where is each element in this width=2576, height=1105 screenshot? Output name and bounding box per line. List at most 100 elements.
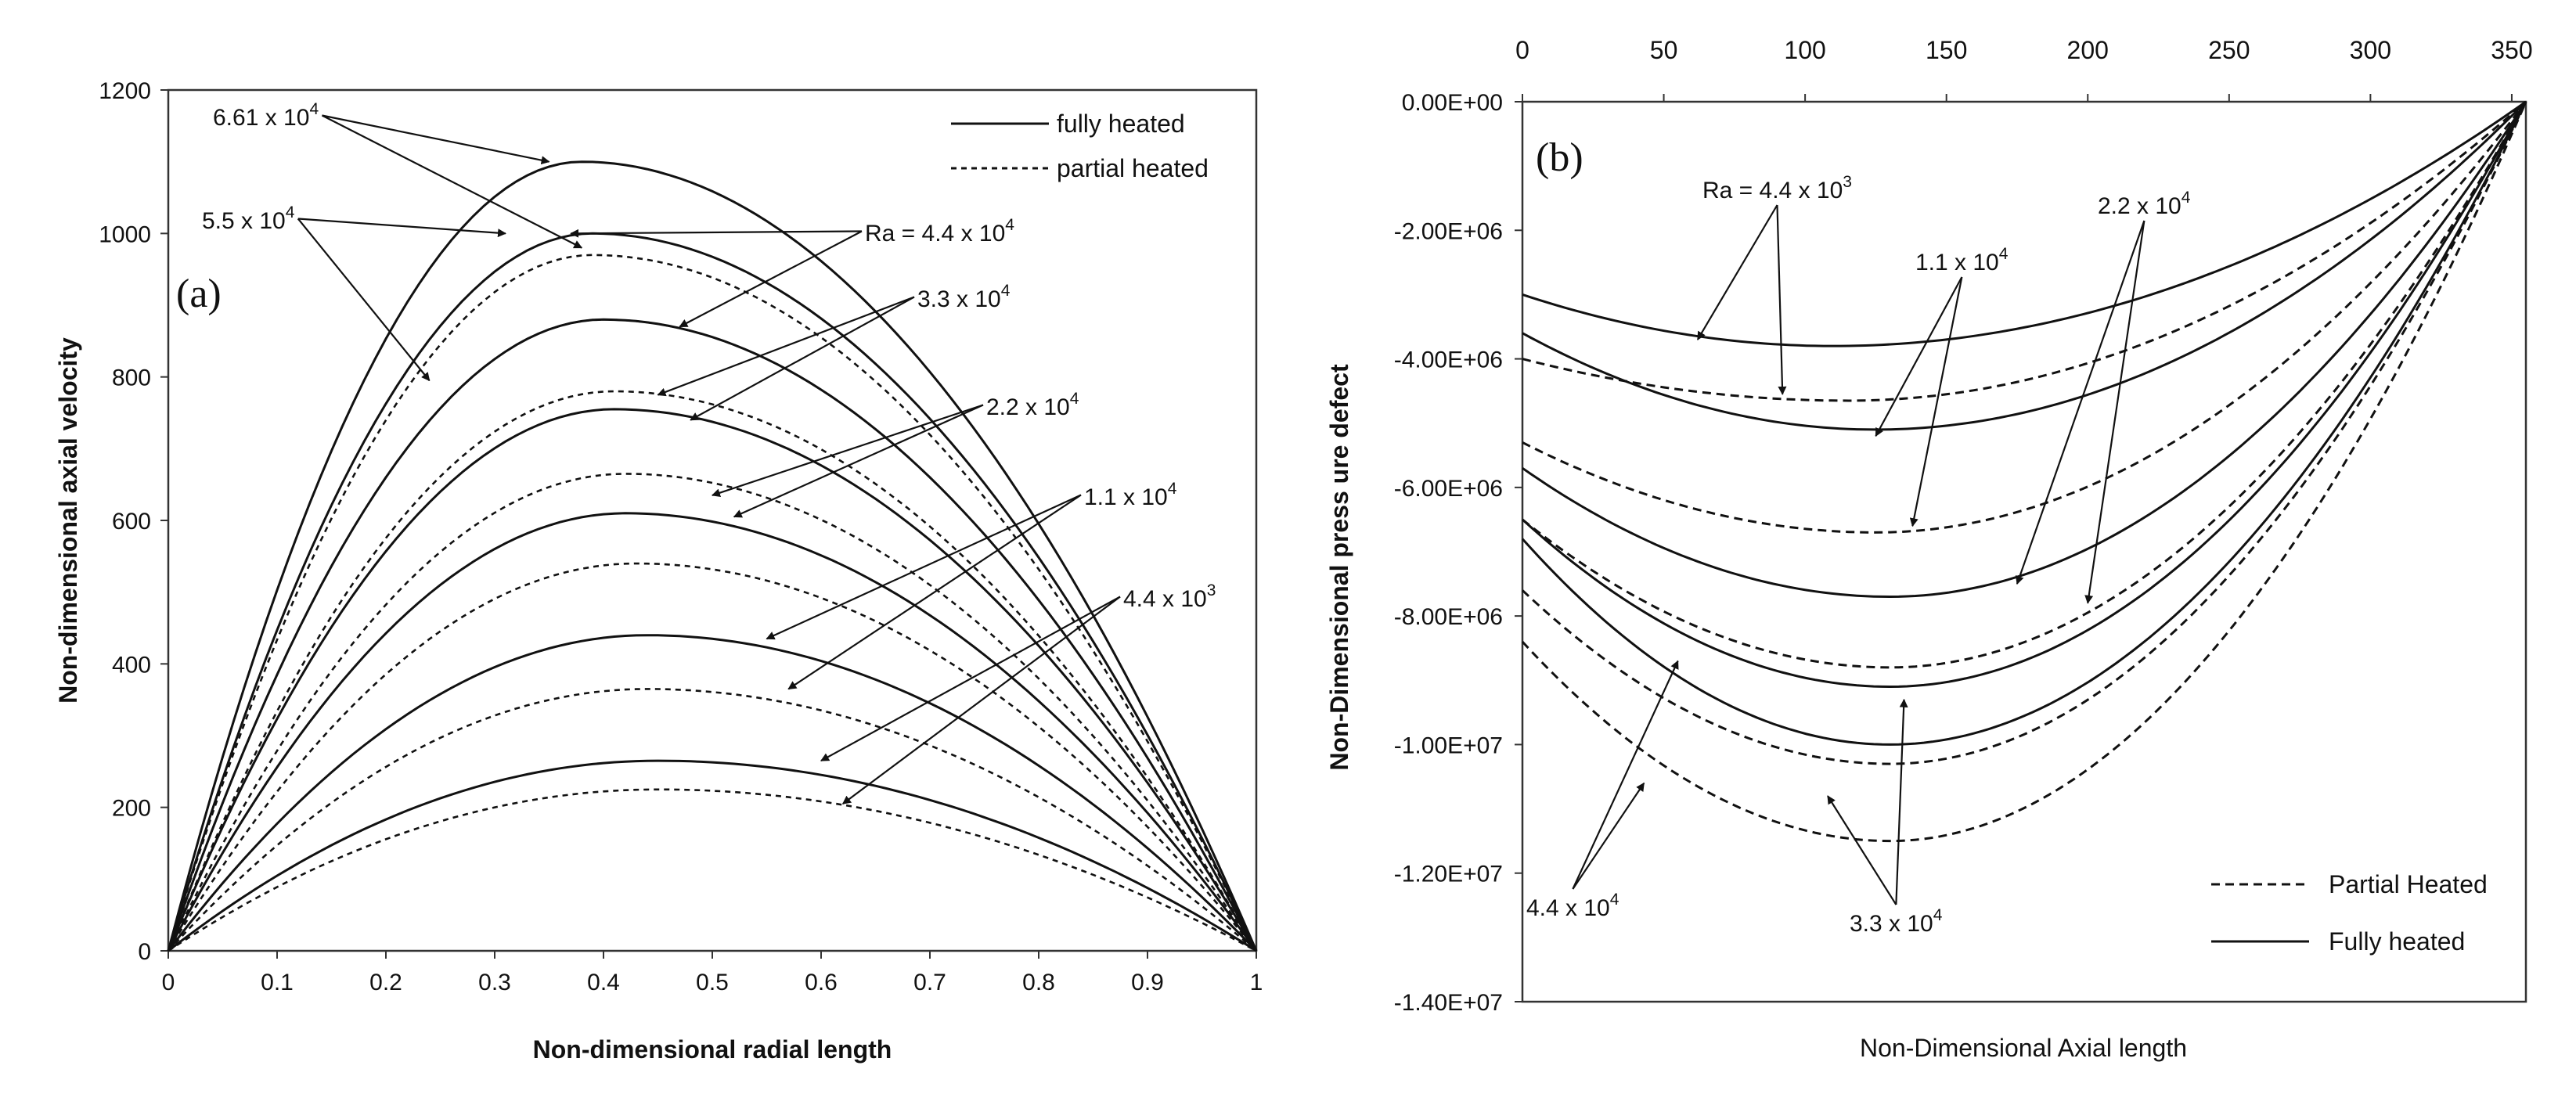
panel-a-y-tick-label: 400: [112, 652, 151, 678]
panel-b-y-tick-label: -1.40E+07: [1394, 990, 1503, 1016]
panel-a-y-tick-label: 1000: [99, 221, 151, 247]
panel-b-chart: 0 50 100 150 200 250 300 350 0.00E+00 -2…: [1325, 36, 2533, 1062]
panel-a-annotation-arrow: [690, 296, 915, 421]
panel-b-x-tick-label: 100: [1784, 36, 1825, 64]
panel-b-series-line: [1522, 100, 2527, 402]
panel-b-y-tick-label: -6.00E+06: [1394, 476, 1503, 502]
panel-b-x-tick-label: 300: [2350, 36, 2391, 64]
panel-b-annotation-arrow: [1572, 660, 1679, 890]
panel-a-annotation-label: 1.1 x 104: [1084, 480, 1177, 510]
panel-b-series-line: [1522, 101, 2527, 599]
panel-a-annotation-arrow: [322, 114, 550, 165]
panel-b-x-tick-label: 50: [1650, 36, 1678, 64]
panel-b-annotation-arrow: [1875, 276, 1963, 437]
panel-a-x-tick-label: 0.6: [805, 970, 838, 995]
panel-a-legend-label: partial heated: [1057, 154, 1209, 182]
panel-a-series-line: [167, 408, 1258, 952]
panel-b-legend-label: Fully heated: [2329, 927, 2465, 956]
panel-b-x-tick-label: 350: [2491, 36, 2532, 64]
panel-b-y-tick-label: -2.00E+06: [1394, 218, 1503, 244]
panel-b-annotation-label: 4.4 x 104: [1526, 891, 1619, 921]
panel-a-series-line: [168, 759, 1257, 952]
panel-a-annotation-arrow: [297, 218, 506, 238]
panel-b-annotation-arrow: [1776, 204, 1787, 395]
panel-b-annotation-arrow: [2084, 220, 2145, 604]
panel-a-chart: 0 0.1 0.2 0.3 0.4 0.5 0.6 0.7 0.8 0.9 1 …: [54, 78, 1263, 1064]
panel-a-annotation-label: Ra = 4.4 x 104: [865, 216, 1014, 247]
panel-b-annotation-arrow: [1895, 698, 1908, 905]
panel-b-y-tick-label: -4.00E+06: [1394, 347, 1503, 373]
panel-b-series-line: [1521, 101, 2527, 765]
panel-a-annotation-arrows: [297, 114, 1121, 804]
panel-a-x-tick-label: 0.8: [1022, 970, 1055, 995]
panel-a-series-line: [167, 562, 1258, 952]
panel-a-series-line: [167, 634, 1258, 952]
panel-a-y-tick-label: 0: [138, 939, 151, 965]
panel-b-series-line: [1522, 100, 2527, 347]
panel-a-x-tick-label: 0.7: [913, 970, 946, 995]
panel-a-annotation-arrow: [321, 114, 583, 249]
panel-a-x-tick-label: 0.4: [587, 970, 620, 995]
panel-b-series-line: [1522, 100, 2527, 431]
panel-b-panel-label: (b): [1536, 135, 1583, 180]
panel-a-curves: [167, 160, 1258, 952]
panel-a-annotation-label: 5.5 x 104: [202, 203, 295, 234]
panel-b-annotation-label: Ra = 4.4 x 103: [1702, 173, 1852, 203]
panel-a-series-line: [167, 318, 1258, 952]
panel-b-ticks: [1515, 94, 2513, 1002]
panel-a-annotation-label: 4.4 x 103: [1123, 581, 1216, 612]
panel-b-series-line: [1521, 101, 2527, 689]
panel-b-annotation-label: 3.3 x 104: [1850, 906, 1943, 937]
panel-a-annotation-arrow: [766, 494, 1082, 640]
panel-a-series-line: [167, 254, 1258, 952]
panel-a-x-tick-label: 0.2: [369, 970, 402, 995]
panel-a-y-tick-label: 800: [112, 365, 151, 391]
panel-b-annotation-arrows: [1572, 204, 2145, 905]
panel-b-legend: Partial Heated Fully heated: [2211, 870, 2488, 956]
panel-a-annotation-arrow: [711, 404, 984, 498]
panel-a-y-tick-label: 200: [112, 796, 151, 822]
panel-a-annotation-label: 6.61 x 104: [213, 100, 319, 131]
panel-a-annotation-arrow: [679, 230, 863, 328]
panel-a-annotation-arrow: [570, 229, 863, 238]
panel-b-plot-frame: [1521, 100, 2527, 1003]
panel-b-x-tick-label: 200: [2067, 36, 2109, 64]
panel-a-y-axis-label: Non-dimensional axial velocity: [54, 337, 82, 704]
panel-a-series-line: [168, 788, 1257, 952]
panel-a-annotation-arrow: [657, 296, 915, 397]
panel-b-curves: [1521, 100, 2527, 843]
panel-a-y-tick-label: 1200: [99, 78, 151, 104]
panel-a-x-tick-label: 0.3: [478, 970, 511, 995]
panel-b-annotation-arrow: [2016, 220, 2145, 585]
panel-a-series-line: [167, 390, 1258, 952]
panel-b-series-line: [1522, 101, 2527, 669]
panel-b-x-tick-label: 150: [1926, 36, 1967, 64]
panel-a-legend-label: fully heated: [1057, 110, 1185, 138]
panel-a-x-tick-label: 1: [1250, 970, 1263, 995]
panel-b-y-axis-label: Non-Dimensional press ure defect: [1325, 364, 1353, 771]
panel-a-annotation-arrow: [841, 596, 1121, 804]
panel-a-series-line: [167, 512, 1258, 952]
panel-a-annotation-label: 3.3 x 104: [917, 282, 1011, 312]
panel-a-series-line: [167, 232, 1258, 952]
panel-b-y-tick-label: 0.00E+00: [1402, 90, 1503, 116]
panel-b-annotation-arrow: [1572, 782, 1645, 890]
panel-b-series-line: [1521, 101, 2527, 843]
panel-b-y-tick-label: -1.20E+07: [1394, 862, 1503, 887]
panel-a-x-tick-label: 0: [162, 970, 175, 995]
panel-a-series-line: [167, 160, 1258, 952]
panel-b-legend-label: Partial Heated: [2329, 870, 2488, 898]
panel-a-annotation-arrow: [820, 596, 1121, 762]
panel-a-annotation-arrow: [787, 494, 1082, 690]
panel-b-annotation-arrow: [1696, 204, 1778, 340]
panel-a-ticks: [160, 89, 1257, 959]
panel-a-x-tick-label: 0.5: [696, 970, 729, 995]
panel-a-x-tick-label: 0.9: [1131, 970, 1164, 995]
panel-a-annotation-arrow: [733, 404, 984, 518]
panel-b-annotation-label: 2.2 x 104: [2098, 189, 2191, 219]
panel-a-x-axis-label: Non-dimensional radial length: [533, 1035, 892, 1064]
panel-b-x-tick-label: 250: [2208, 36, 2250, 64]
panel-a-legend: fully heated partial heated: [951, 110, 1209, 182]
panel-a-panel-label: (a): [176, 272, 222, 316]
